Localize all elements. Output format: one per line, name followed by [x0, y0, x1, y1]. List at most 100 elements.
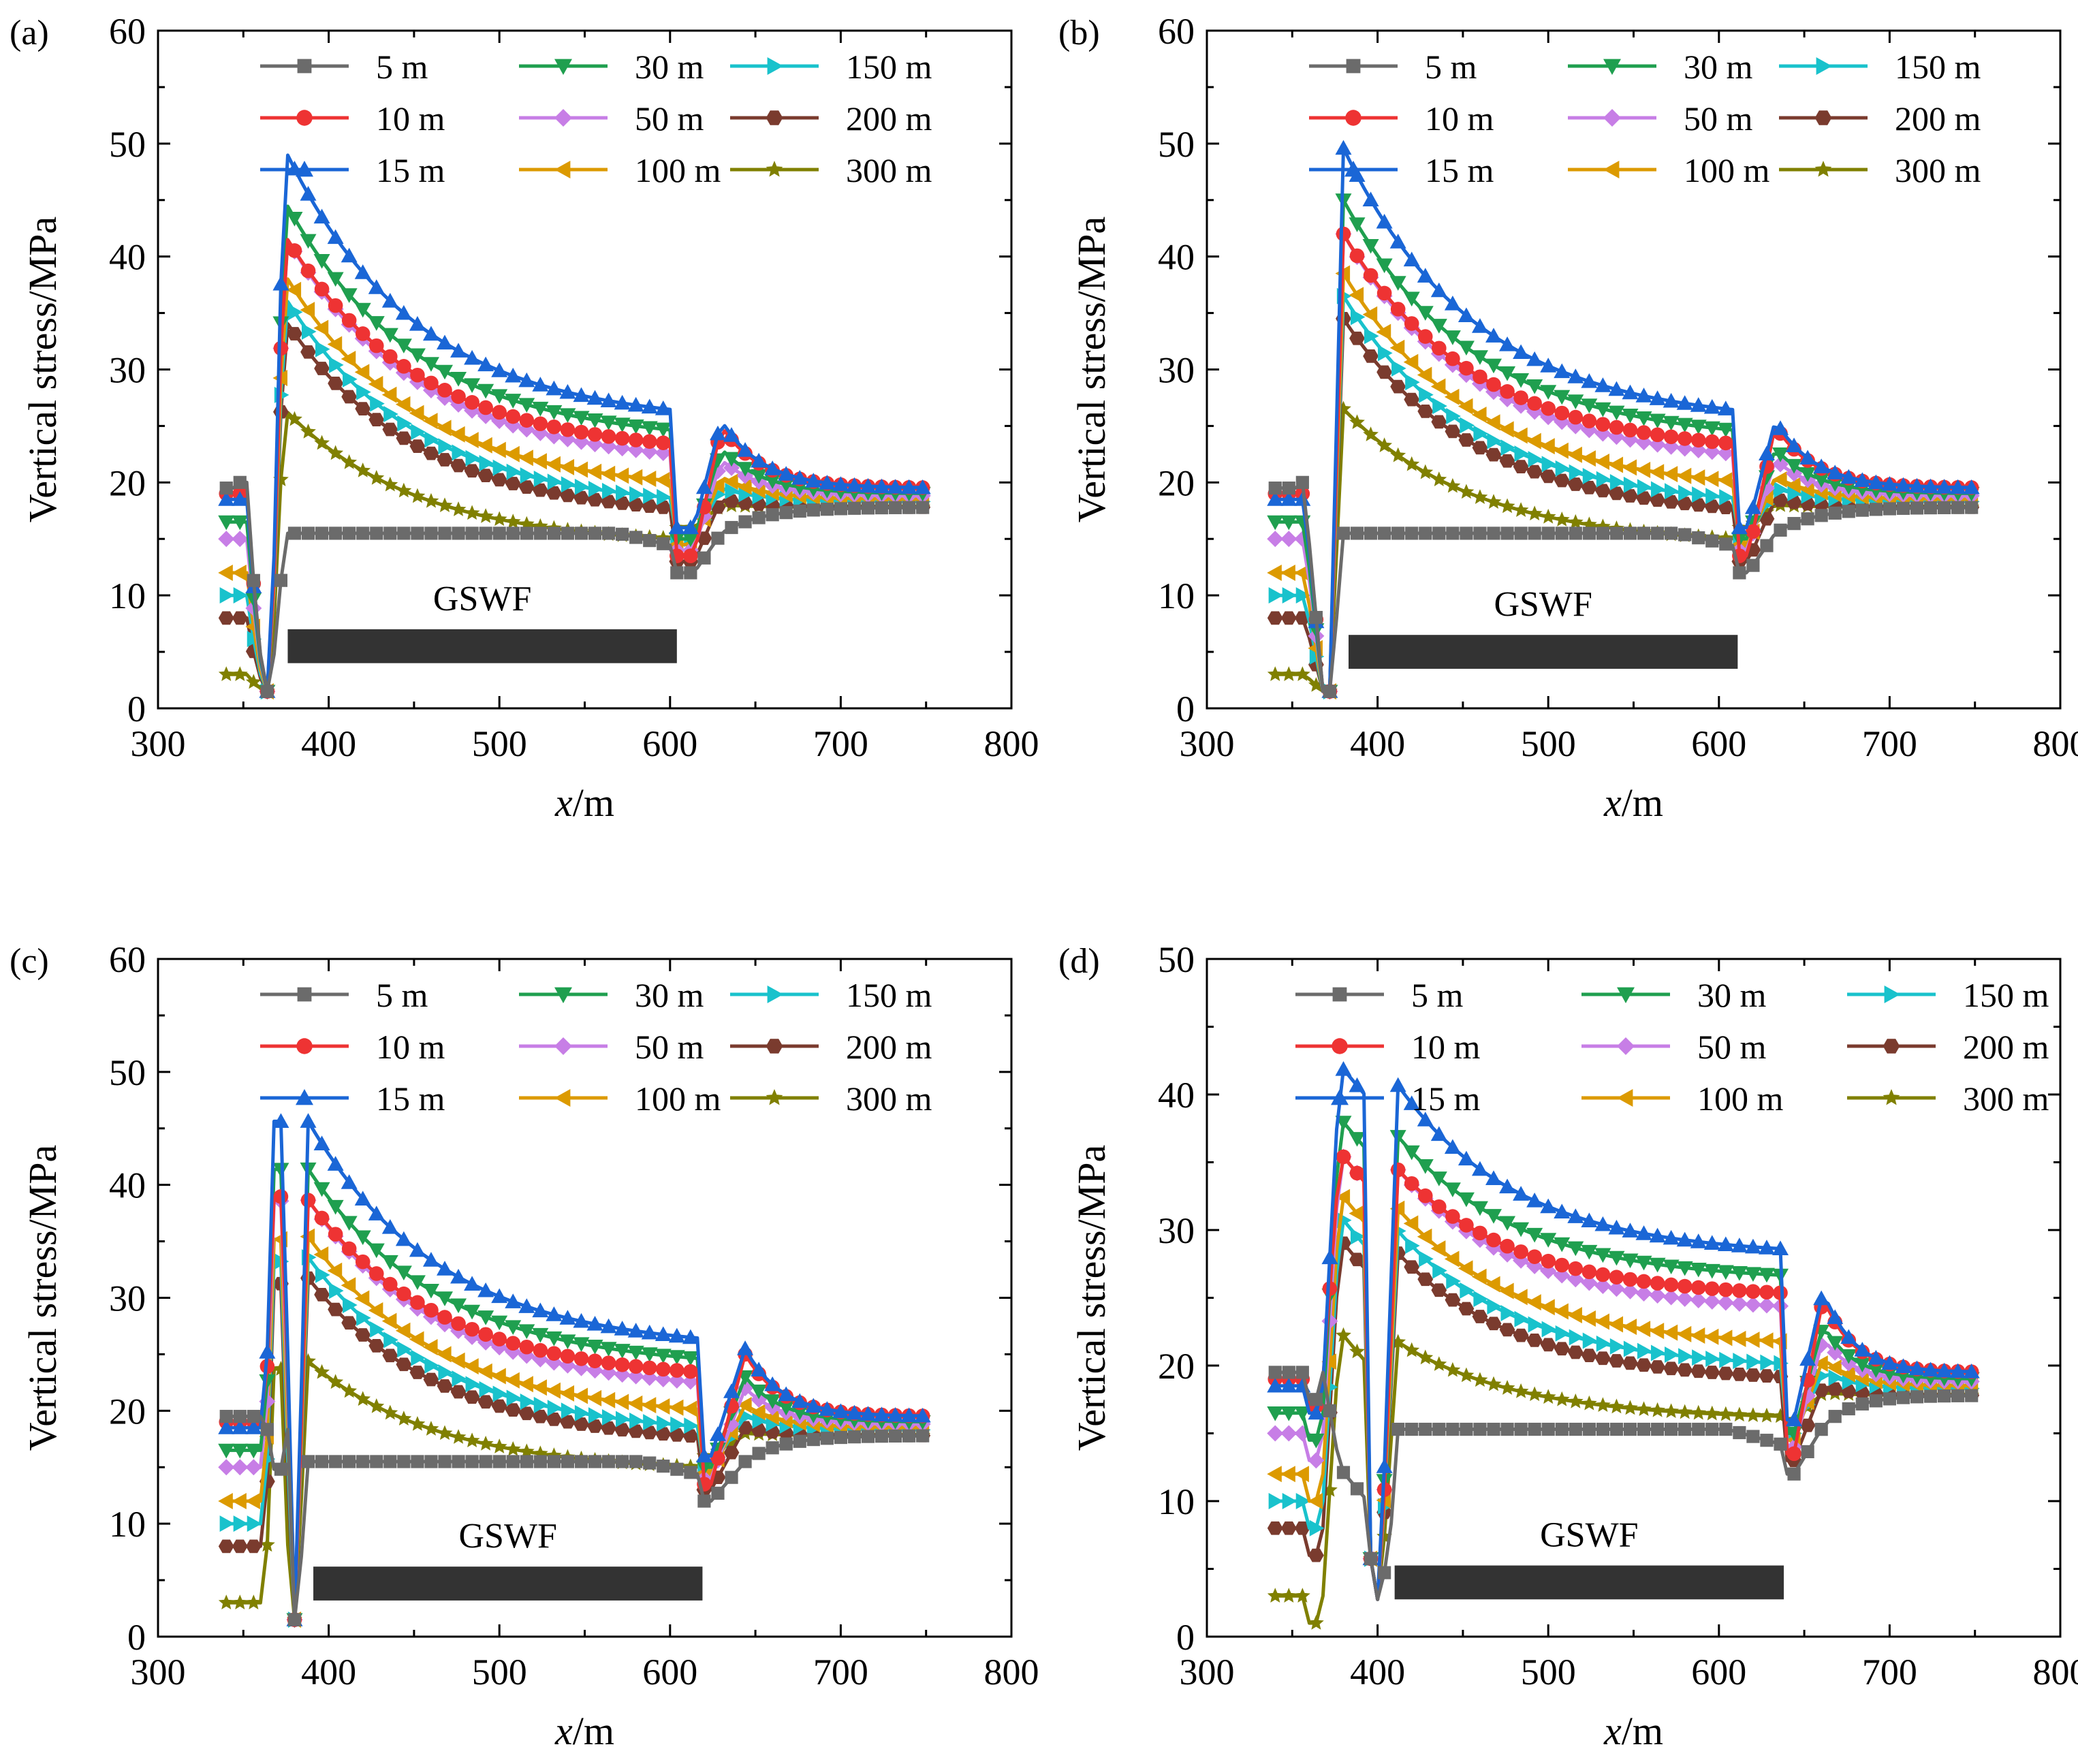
data-point	[1636, 1274, 1652, 1289]
data-point	[1569, 1329, 1584, 1346]
data-point	[1267, 531, 1284, 548]
data-point	[1622, 384, 1639, 400]
data-point	[492, 1455, 506, 1468]
data-point	[301, 323, 317, 340]
data-point	[1581, 1395, 1597, 1411]
data-point	[1555, 526, 1569, 540]
data-point	[682, 1351, 699, 1366]
data-point	[313, 253, 330, 269]
data-point	[1473, 526, 1487, 540]
x-tick-label: 500	[1521, 723, 1576, 764]
data-point	[1677, 1363, 1693, 1377]
data-point	[1758, 1297, 1775, 1314]
data-point	[1949, 479, 1966, 494]
data-point	[1403, 292, 1420, 307]
data-point	[396, 1357, 412, 1372]
data-point	[1567, 477, 1584, 491]
data-point	[396, 482, 412, 498]
data-point	[1430, 1171, 1447, 1186]
data-point	[1308, 1452, 1325, 1469]
x-tick-label: 700	[1862, 723, 1917, 764]
data-point	[1444, 1139, 1461, 1154]
data-point	[725, 520, 738, 535]
data-point	[477, 383, 494, 399]
data-point	[233, 1515, 249, 1532]
y-tick-label: 60	[1158, 11, 1195, 52]
data-point	[1760, 1434, 1774, 1447]
data-point	[1731, 1367, 1748, 1381]
data-point	[1965, 501, 1979, 514]
data-point	[1417, 1112, 1434, 1127]
data-point	[327, 272, 344, 287]
data-point	[232, 1493, 247, 1509]
x-tick-label: 600	[1691, 1652, 1746, 1692]
data-point	[1609, 1338, 1625, 1355]
data-point	[1430, 378, 1446, 395]
data-point	[737, 1340, 754, 1355]
data-point	[614, 1357, 630, 1372]
legend-item: 300 m	[730, 151, 932, 189]
data-point	[1445, 351, 1460, 366]
legend-marker	[767, 986, 783, 1003]
data-point	[491, 1368, 506, 1385]
data-point	[396, 1286, 411, 1302]
data-point	[1596, 526, 1609, 540]
legend-label: 300 m	[846, 1080, 932, 1118]
data-point	[1704, 434, 1720, 450]
data-point	[1432, 398, 1447, 415]
data-point	[437, 497, 453, 513]
data-point	[1663, 392, 1680, 408]
data-point	[505, 477, 521, 490]
data-point	[1282, 587, 1297, 604]
data-point	[670, 1416, 685, 1433]
data-point	[395, 338, 412, 353]
data-point	[1527, 1249, 1542, 1264]
data-point	[1364, 328, 1379, 345]
data-point	[846, 477, 863, 492]
data-point	[1840, 1329, 1857, 1344]
legend-marker	[297, 59, 312, 74]
data-point	[655, 471, 670, 488]
data-point	[1487, 1422, 1500, 1436]
data-point	[1378, 526, 1391, 540]
series-line-30m	[1275, 198, 1972, 693]
data-point	[1349, 248, 1365, 264]
data-point	[628, 432, 644, 447]
data-point	[506, 1455, 520, 1468]
legend-marker	[1883, 1039, 1900, 1054]
legend-marker	[766, 1089, 783, 1105]
data-point	[1472, 1310, 1488, 1323]
data-point	[588, 1407, 603, 1424]
legend-item: 50 m	[1568, 99, 1753, 138]
legend-marker	[1332, 1038, 1348, 1054]
data-point	[793, 504, 806, 518]
data-point	[218, 1459, 235, 1476]
data-point	[1554, 1237, 1571, 1253]
data-point	[1594, 1277, 1611, 1294]
data-point	[259, 1537, 275, 1552]
data-point	[1554, 511, 1570, 526]
y-tick-label: 0	[127, 689, 146, 729]
data-point	[1404, 1176, 1419, 1191]
legend-marker	[1816, 57, 1832, 75]
data-point	[1487, 432, 1502, 450]
data-point	[1473, 369, 1487, 385]
data-point	[586, 390, 603, 405]
data-point	[1280, 666, 1297, 681]
data-point	[341, 1383, 358, 1398]
data-point	[1622, 1400, 1638, 1415]
data-point	[505, 445, 520, 462]
data-point	[287, 1613, 302, 1626]
data-point	[1485, 1317, 1502, 1331]
data-point	[1389, 1130, 1406, 1145]
data-point	[1267, 565, 1282, 581]
y-tick-label: 10	[109, 1504, 146, 1545]
data-point	[355, 402, 371, 416]
data-point	[1267, 1425, 1284, 1442]
data-point	[300, 186, 317, 201]
data-point	[1403, 1095, 1420, 1110]
x-tick-label: 700	[1862, 1652, 1917, 1692]
legend-label: 150 m	[1895, 48, 1981, 86]
data-point	[1554, 1303, 1569, 1320]
data-point	[327, 1199, 344, 1215]
